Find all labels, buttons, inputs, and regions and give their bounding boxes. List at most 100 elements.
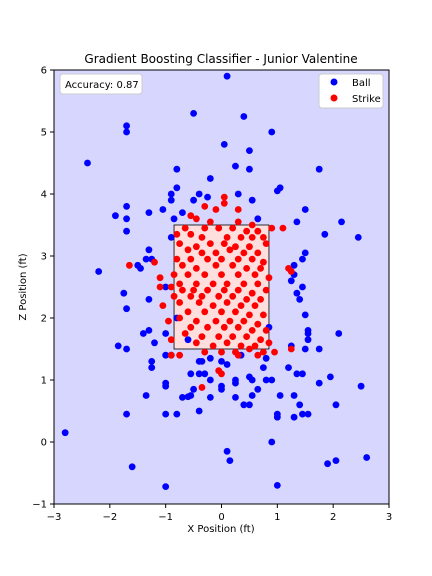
ball-point: [299, 410, 306, 418]
strike-point: [285, 265, 292, 272]
strike-point: [151, 258, 158, 266]
ball-point: [223, 447, 231, 455]
ball-point: [142, 255, 150, 263]
strike-point: [167, 351, 175, 359]
ball-point: [206, 376, 214, 384]
ball-point: [206, 175, 214, 182]
ball-point: [232, 379, 239, 387]
strike-point: [226, 246, 234, 254]
x-tick-label: −1: [158, 512, 173, 523]
ball-point: [290, 392, 298, 399]
strike-point: [257, 336, 264, 344]
strike-point: [159, 302, 167, 309]
ball-point: [246, 401, 253, 409]
ball-point: [335, 330, 343, 337]
ball-point: [357, 382, 365, 390]
strike-point: [198, 384, 206, 391]
legend-marker-ball: [330, 78, 338, 86]
strike-point: [246, 243, 253, 251]
strike-point: [215, 333, 223, 340]
strike-point: [254, 227, 262, 235]
y-axis: −1 0 1 2 3 4 5 6: [32, 66, 54, 511]
ball-point: [232, 393, 239, 401]
ball-point: [195, 407, 203, 415]
strike-point: [265, 339, 273, 347]
ball-point: [159, 206, 167, 213]
ball-point: [324, 460, 331, 468]
x-tick-label: 0: [218, 512, 224, 523]
ball-point: [61, 429, 69, 437]
strike-point: [176, 351, 184, 359]
ball-point: [268, 376, 276, 384]
ball-point: [220, 141, 228, 148]
ball-point: [248, 392, 256, 399]
strike-point: [156, 283, 164, 291]
ball-point: [296, 296, 304, 303]
strike-point: [156, 274, 164, 282]
strike-point: [187, 292, 195, 300]
ball-point: [232, 162, 239, 170]
strike-point: [237, 302, 245, 309]
strike-point: [212, 261, 220, 269]
ball-point: [187, 370, 195, 378]
strike-point: [254, 249, 262, 257]
ball-point: [262, 354, 270, 362]
ball-point: [248, 376, 256, 384]
ball-point: [162, 483, 170, 491]
strike-point: [198, 234, 206, 241]
strike-point: [192, 215, 200, 223]
ball-point: [204, 193, 211, 201]
x-axis: −3 −2 −1 0 1 2 3: [47, 504, 392, 523]
strike-point: [234, 218, 242, 226]
strike-point: [248, 255, 256, 263]
ball-point: [240, 113, 248, 120]
strike-point: [223, 234, 231, 241]
ball-point: [234, 190, 242, 198]
x-tick-label: 2: [330, 512, 336, 523]
ball-point: [273, 413, 281, 421]
strike-point: [262, 240, 270, 248]
legend-marker-strike: [330, 94, 338, 102]
ball-point: [167, 234, 175, 241]
ball-point: [95, 268, 103, 275]
ball-point: [301, 206, 309, 213]
ball-point: [162, 330, 170, 337]
strike-point: [192, 317, 200, 325]
ball-point: [190, 385, 197, 393]
ball-point: [326, 373, 334, 381]
strike-point: [218, 271, 225, 278]
ball-point: [301, 311, 309, 319]
strike-point: [262, 327, 270, 334]
ball-point: [218, 358, 225, 365]
strike-point: [209, 302, 217, 309]
ball-points: [61, 72, 371, 491]
strike-point: [212, 206, 220, 213]
strike-point: [201, 271, 209, 278]
ball-point: [332, 457, 340, 464]
strike-point: [220, 323, 228, 331]
ball-point: [173, 184, 181, 192]
ball-point: [173, 410, 181, 418]
strike-point: [259, 234, 267, 241]
ball-point: [273, 482, 281, 489]
strike-point: [234, 286, 242, 294]
ball-point: [254, 215, 262, 223]
ball-point: [206, 354, 214, 362]
x-tick-label: 3: [386, 512, 392, 523]
ball-point: [170, 215, 178, 223]
ball-point: [304, 410, 312, 418]
strike-point: [215, 292, 223, 300]
strike-point: [223, 299, 231, 306]
strike-point: [192, 280, 200, 288]
strike-point: [240, 249, 248, 257]
ball-point: [167, 196, 175, 204]
strike-point: [229, 224, 237, 232]
strike-point: [254, 280, 262, 288]
strike-point: [201, 224, 209, 232]
ball-point: [287, 277, 295, 285]
ball-point: [262, 376, 270, 384]
strike-points: [125, 193, 295, 391]
y-tick-label: 5: [41, 128, 47, 139]
ball-point: [123, 203, 130, 210]
ball-point: [254, 385, 262, 393]
